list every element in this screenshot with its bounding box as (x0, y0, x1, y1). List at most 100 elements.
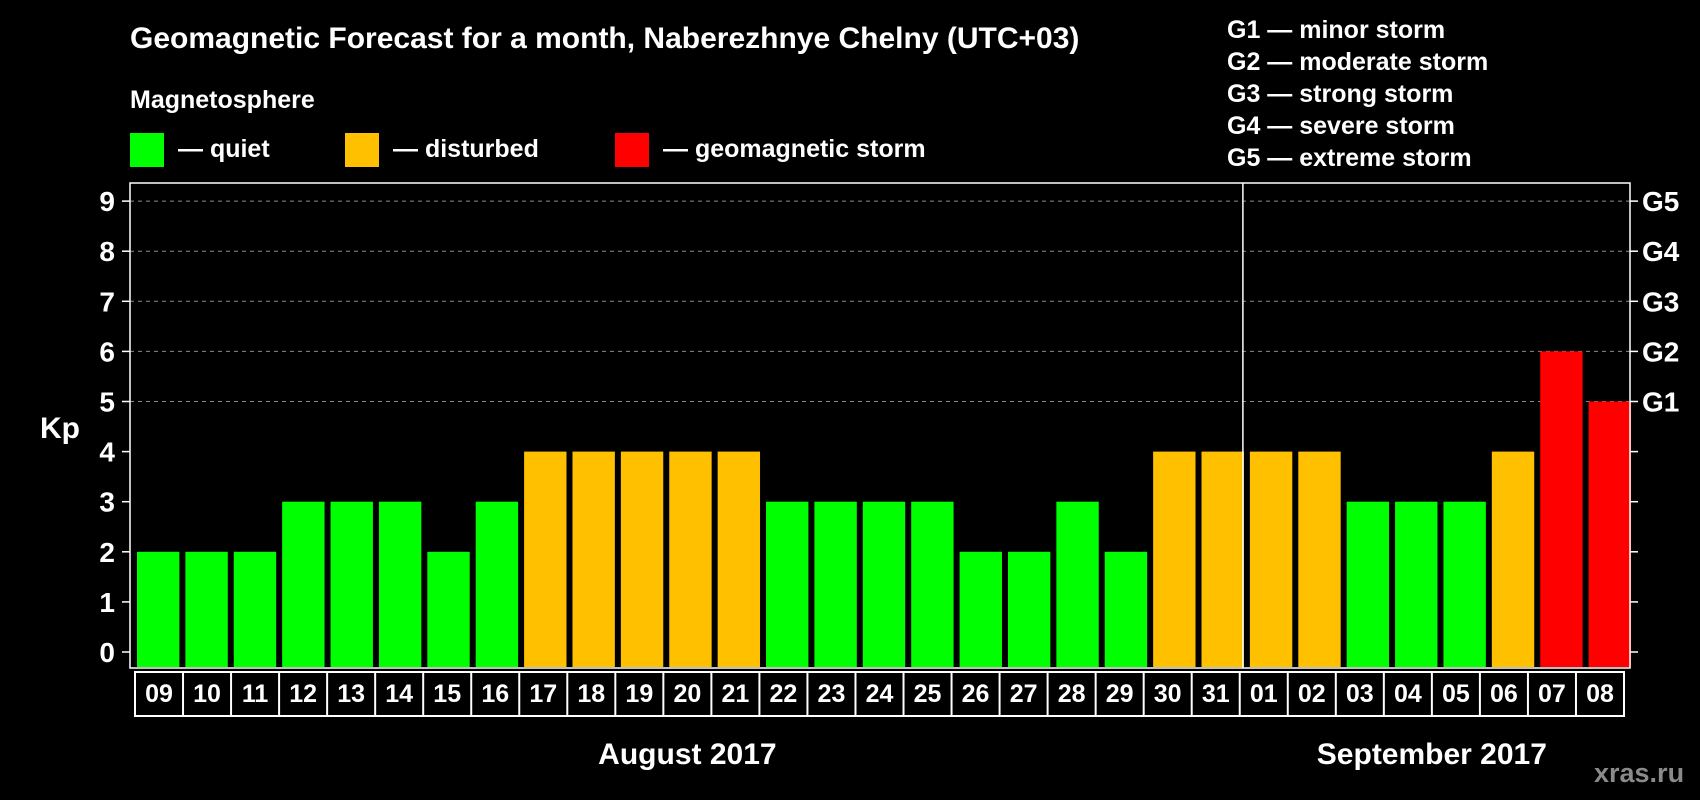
day-label-25: 25 (914, 680, 942, 708)
day-label-14: 14 (385, 680, 413, 708)
bar-02 (1298, 451, 1341, 667)
bar-30 (1153, 451, 1196, 667)
bar-20 (669, 451, 712, 667)
day-label-05: 05 (1442, 680, 1470, 708)
month-label-2: September 2017 (1317, 738, 1547, 771)
gscale-label-G4: G4 (1642, 236, 1680, 267)
ytick-label-5: 5 (99, 387, 115, 418)
storm-level-5: G5 — extreme storm (1227, 144, 1472, 172)
bar-01 (1249, 451, 1293, 667)
bar-13 (330, 501, 373, 667)
bar-24 (862, 501, 906, 667)
day-label-18: 18 (577, 680, 605, 708)
storm-level-3: G3 — strong storm (1227, 80, 1453, 108)
bar-29 (1104, 551, 1148, 667)
day-label-27: 27 (1010, 680, 1038, 708)
plot-frame (129, 182, 1631, 669)
day-label-22: 22 (770, 680, 798, 708)
day-label-15: 15 (433, 680, 461, 708)
bar-06 (1491, 451, 1535, 667)
day-label-16: 16 (481, 680, 509, 708)
day-label-12: 12 (289, 680, 317, 708)
ytick-label-9: 9 (99, 186, 115, 217)
legend-label-1: — quiet (178, 135, 270, 163)
day-label-08: 08 (1586, 680, 1614, 708)
bar-14 (378, 501, 422, 667)
bar-05 (1443, 501, 1486, 667)
ytick-label-2: 2 (99, 537, 115, 568)
bar-22 (766, 501, 809, 667)
day-label-31: 31 (1202, 680, 1230, 708)
day-label-28: 28 (1058, 680, 1086, 708)
bar-19 (620, 451, 664, 667)
y-axis-label: Kp (40, 412, 80, 445)
bar-28 (1056, 501, 1099, 667)
bar-21 (717, 451, 761, 667)
bar-18 (572, 451, 615, 667)
day-label-17: 17 (529, 680, 557, 708)
bar-26 (959, 551, 1002, 667)
ytick-label-6: 6 (99, 336, 115, 367)
day-label-30: 30 (1154, 680, 1182, 708)
day-label-29: 29 (1106, 680, 1134, 708)
gscale-label-G2: G2 (1642, 336, 1679, 367)
bar-15 (427, 551, 470, 667)
day-label-19: 19 (625, 680, 653, 708)
ytick-label-3: 3 (99, 487, 115, 518)
gscale-label-G3: G3 (1642, 286, 1679, 317)
day-label-09: 09 (145, 680, 173, 708)
legend-swatch-3 (615, 133, 649, 167)
day-label-06: 06 (1490, 680, 1518, 708)
storm-level-4: G4 — severe storm (1227, 112, 1455, 140)
day-axis: 09 10 11 12 13 14 15 16 17 18 19 20 21 22 23 24 25 26 27 28… (134, 671, 1625, 717)
day-axis-frame (134, 671, 1625, 717)
bar-07 (1540, 351, 1583, 667)
bar-16 (475, 501, 519, 667)
ytick-label-4: 4 (99, 437, 115, 468)
storm-level-1: G1 — minor storm (1227, 16, 1445, 44)
month-label-1: August 2017 (598, 738, 776, 771)
bar-11 (233, 551, 277, 667)
ytick-label-0: 0 (99, 637, 115, 668)
day-label-11: 11 (242, 680, 269, 708)
month-labels: August 2017 September 2017 (598, 738, 1547, 771)
chart-title: Geomagnetic Forecast for a month, Nabere… (130, 22, 1079, 55)
bar-10 (185, 551, 228, 667)
day-label-13: 13 (337, 680, 365, 708)
bar-09 (137, 551, 180, 667)
day-label-07: 07 (1538, 680, 1566, 708)
legend-label-3: — geomagnetic storm (663, 135, 926, 163)
legend-swatch-2 (345, 133, 379, 167)
ytick-label-1: 1 (99, 587, 115, 618)
bar-03 (1346, 501, 1390, 667)
day-label-24: 24 (866, 680, 894, 708)
day-label-01: 01 (1250, 680, 1278, 708)
day-label-02: 02 (1298, 680, 1326, 708)
legend-swatch-1 (130, 133, 164, 167)
bar-23 (814, 501, 857, 667)
gscale-label-G5: G5 (1642, 186, 1679, 217)
day-label-04: 04 (1394, 680, 1422, 708)
watermark: xras.ru (1594, 758, 1684, 788)
plot-area: 0 1 2 3 4 5 6 7 8 9 G1 G2 G3 G4 G5 (99, 182, 1680, 669)
chart-subtitle: Magnetosphere (130, 86, 315, 114)
day-label-23: 23 (818, 680, 846, 708)
legend: — quiet — disturbed — geomagnetic storm (130, 133, 926, 167)
bar-31 (1201, 451, 1244, 667)
day-label-10: 10 (193, 680, 221, 708)
day-label-21: 21 (721, 680, 749, 708)
day-label-26: 26 (962, 680, 990, 708)
bar-12 (282, 501, 325, 667)
storm-level-2: G2 — moderate storm (1227, 48, 1488, 76)
ytick-label-8: 8 (99, 236, 115, 267)
bar-17 (524, 451, 567, 667)
bar-04 (1395, 501, 1438, 667)
storm-level-list: G1 — minor storm G2 — moderate storm G3 — … (1227, 16, 1488, 172)
bar-25 (911, 501, 954, 667)
day-label-20: 20 (673, 680, 701, 708)
bar-27 (1007, 551, 1051, 667)
ytick-label-7: 7 (99, 286, 115, 317)
gscale-label-G1: G1 (1642, 387, 1679, 418)
legend-label-2: — disturbed (393, 135, 539, 163)
